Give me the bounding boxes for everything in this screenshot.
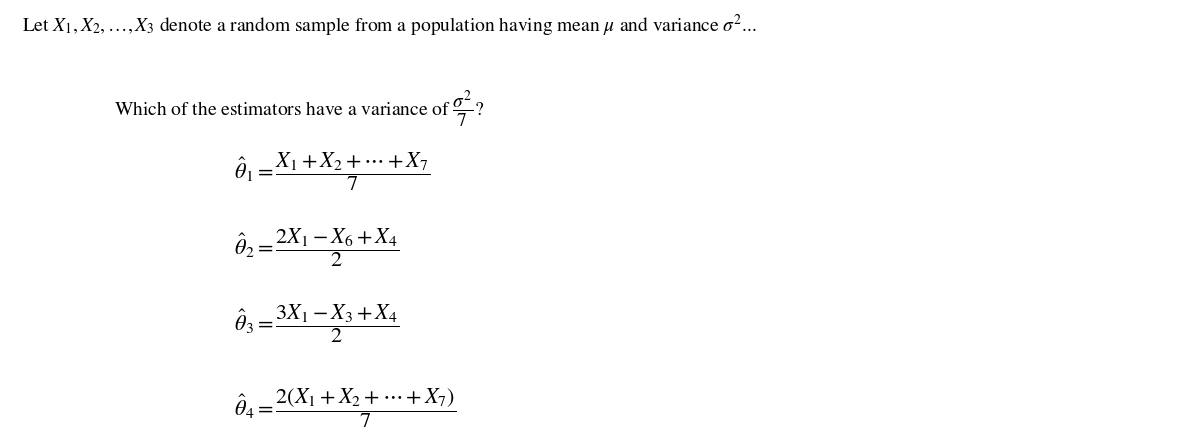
Text: $\hat{\theta}_1 = \dfrac{X_1+X_2+\cdots+X_7}{7}$: $\hat{\theta}_1 = \dfrac{X_1+X_2+\cdots+… xyxy=(234,150,431,193)
Text: Which of the estimators have a variance of $\dfrac{\sigma^2}{7}$?: Which of the estimators have a variance … xyxy=(114,89,485,130)
Text: $\hat{\theta}_2 = \dfrac{2X_1-X_6+X_4}{2}$: $\hat{\theta}_2 = \dfrac{2X_1-X_6+X_4}{2… xyxy=(234,226,400,269)
Text: $\hat{\theta}_3 = \dfrac{3X_1-X_3+X_4}{2}$: $\hat{\theta}_3 = \dfrac{3X_1-X_3+X_4}{2… xyxy=(234,302,400,345)
Text: $\hat{\theta}_4 = \dfrac{2(X_1+X_2+\cdots+X_7)}{7}$: $\hat{\theta}_4 = \dfrac{2(X_1+X_2+\cdot… xyxy=(234,386,456,430)
Text: Let $X_1, X_2, \ldots, X_3$ denote a random sample from a population having mean: Let $X_1, X_2, \ldots, X_3$ denote a ran… xyxy=(22,13,756,40)
